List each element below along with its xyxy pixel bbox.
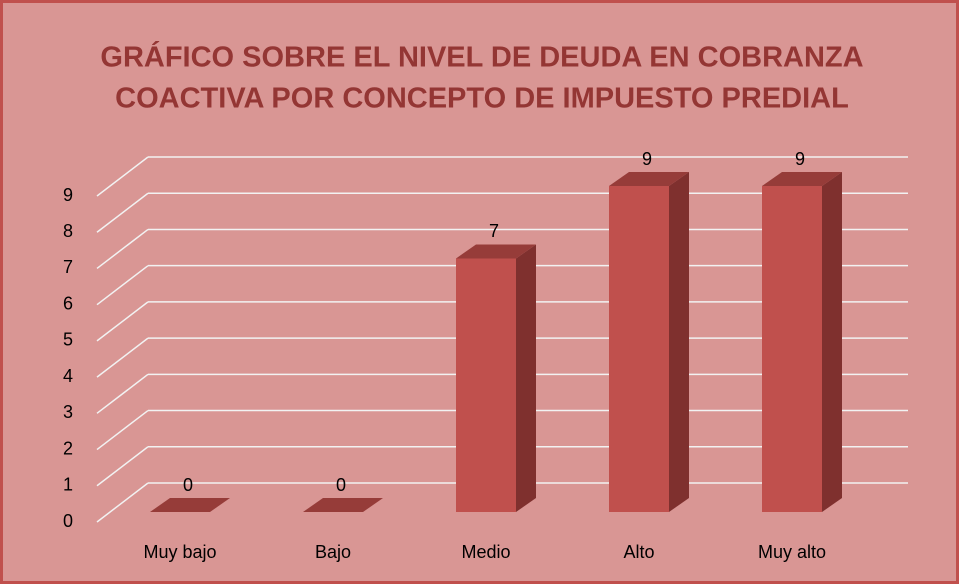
grid-line	[96, 409, 149, 451]
y-tick-label: 9	[63, 185, 73, 205]
bar-front	[762, 186, 822, 512]
grid-line	[96, 373, 149, 414]
bar-top	[303, 498, 383, 512]
grid-line	[96, 301, 149, 342]
chart-title: GRÁFICO SOBRE EL NIVEL DE DEUDA EN COBRA…	[100, 40, 863, 74]
y-tick-label: 7	[63, 257, 73, 277]
y-tick-label: 3	[63, 402, 73, 422]
x-tick-label: Bajo	[315, 542, 351, 562]
y-tick-label: 6	[63, 293, 73, 313]
grid-line	[96, 482, 149, 523]
bar-side	[516, 244, 536, 512]
x-tick-label: Muy alto	[758, 542, 826, 562]
data-label: 7	[489, 221, 499, 241]
chart-title: COACTIVA POR CONCEPTO DE IMPUESTO PREDIA…	[115, 83, 849, 115]
grid-line	[96, 156, 149, 197]
y-tick-label: 1	[63, 475, 73, 495]
bar-side	[822, 172, 842, 512]
y-tick-label: 0	[63, 511, 73, 531]
bar-top	[762, 172, 842, 186]
bar-front	[609, 186, 669, 512]
y-tick-label: 8	[63, 221, 73, 241]
bar-top	[609, 172, 689, 186]
data-label: 9	[642, 149, 652, 169]
grid-line	[96, 265, 149, 306]
grid-line	[96, 337, 149, 378]
x-tick-label: Muy bajo	[143, 542, 216, 562]
y-tick-label: 5	[63, 330, 73, 350]
bar-top	[456, 244, 536, 259]
data-label: 0	[336, 475, 346, 495]
grid-line	[96, 446, 149, 487]
grid-line	[96, 192, 149, 233]
x-tick-label: Medio	[461, 542, 510, 562]
grid-line	[96, 228, 149, 270]
x-tick-label: Alto	[623, 542, 654, 562]
bar-top	[150, 498, 230, 512]
data-label: 9	[795, 149, 805, 169]
y-tick-label: 2	[63, 438, 73, 458]
data-label: 0	[183, 475, 193, 495]
bar-front	[456, 258, 516, 512]
y-tick-label: 4	[63, 366, 73, 386]
bar-side	[669, 172, 689, 512]
